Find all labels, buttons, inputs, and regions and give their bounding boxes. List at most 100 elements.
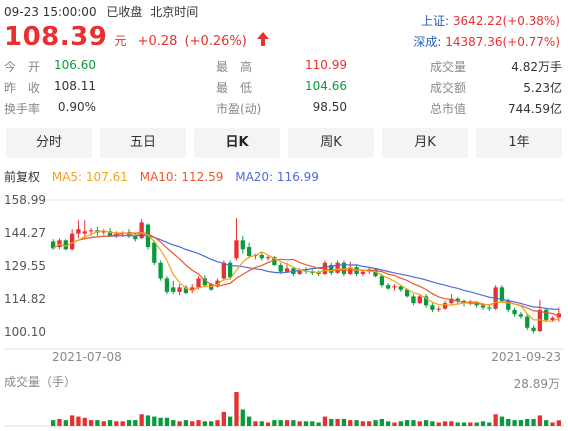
volume-bar bbox=[196, 420, 201, 426]
candle-body bbox=[158, 262, 163, 279]
volume-bar bbox=[341, 418, 347, 426]
volume-bar bbox=[316, 422, 321, 426]
candle-body bbox=[506, 300, 511, 310]
candle-body bbox=[101, 231, 106, 233]
candle-body bbox=[436, 308, 441, 310]
candle-body bbox=[404, 289, 410, 297]
candle-body bbox=[82, 231, 87, 234]
market-status: 已收盘 bbox=[106, 5, 143, 19]
candle-body bbox=[63, 240, 68, 250]
volume-bar bbox=[544, 420, 549, 426]
candle-body bbox=[51, 241, 56, 249]
candle-body bbox=[177, 287, 182, 292]
volume-bar bbox=[202, 421, 208, 426]
volume-bar bbox=[518, 420, 524, 426]
tab-2[interactable]: 日K bbox=[194, 128, 280, 158]
y-tick-label: 158.99 bbox=[4, 193, 46, 207]
volume-bar bbox=[297, 421, 302, 426]
price-line: 108.39 元 +0.28 (+0.26%) bbox=[4, 22, 270, 52]
volume-bar bbox=[63, 420, 68, 426]
candle-body bbox=[373, 269, 378, 277]
volume-bar bbox=[272, 420, 277, 426]
volume-bar bbox=[259, 421, 264, 426]
volume-bar bbox=[493, 414, 498, 426]
candlestick-chart[interactable]: 158.99 144.27 129.55 114.82 100.10 2021-07-08… bbox=[0, 190, 568, 430]
candle-body bbox=[139, 222, 144, 239]
stat-label: 最 低 bbox=[216, 81, 253, 95]
volume-bar bbox=[461, 422, 467, 426]
y-tick-label: 114.82 bbox=[4, 292, 46, 306]
index-shanghai[interactable]: 上证: 3642.22(+0.38%) bbox=[413, 12, 560, 29]
volume-bar bbox=[442, 421, 448, 426]
volume-bar bbox=[101, 421, 106, 426]
volume-bar bbox=[423, 420, 429, 426]
candle-body bbox=[221, 262, 226, 279]
volume-bar bbox=[398, 421, 403, 426]
volume-bar bbox=[531, 418, 536, 426]
volume-bar bbox=[234, 392, 239, 426]
candle-body bbox=[152, 242, 157, 263]
candle-body bbox=[360, 271, 366, 274]
tab-5[interactable]: 1年 bbox=[476, 128, 562, 158]
volume-bar bbox=[303, 421, 309, 426]
tab-4[interactable]: 月K bbox=[382, 128, 468, 158]
candle-body bbox=[265, 257, 271, 259]
volume-bar bbox=[291, 420, 296, 426]
candle-body bbox=[525, 316, 530, 328]
candle-body bbox=[183, 287, 189, 293]
candle-body bbox=[417, 296, 422, 304]
index-shenzhen[interactable]: 深成: 14387.36(+0.77%) bbox=[413, 33, 560, 50]
volume-bar bbox=[512, 420, 517, 426]
volume-bar bbox=[335, 418, 340, 426]
volume-bar bbox=[487, 422, 492, 426]
volume-bar bbox=[158, 417, 163, 426]
ma10-line bbox=[52, 231, 560, 317]
tab-0[interactable]: 分时 bbox=[6, 128, 92, 158]
candle-body bbox=[379, 276, 385, 286]
adjust-mode[interactable]: 前复权 bbox=[4, 170, 41, 184]
volume-bar bbox=[354, 420, 359, 426]
candle-body bbox=[531, 327, 536, 332]
candle-body bbox=[411, 296, 416, 304]
stat-value: 5.23亿 bbox=[523, 81, 562, 95]
index-shanghai-value: 3642.22(+0.38%) bbox=[452, 14, 560, 28]
stat-value: 4.82万手 bbox=[511, 60, 562, 74]
volume-bar bbox=[404, 420, 410, 426]
ma10-value: MA10: 112.59 bbox=[139, 170, 224, 184]
volume-bar bbox=[436, 422, 441, 426]
candle-body bbox=[164, 278, 170, 292]
volume-bar bbox=[348, 420, 353, 426]
candle-body bbox=[69, 233, 75, 250]
tab-1[interactable]: 五日 bbox=[100, 128, 186, 158]
volume-bar bbox=[171, 420, 176, 426]
volume-bar bbox=[57, 418, 62, 426]
arrow-up-icon bbox=[256, 32, 269, 46]
stat-value: 0.90% bbox=[57, 100, 96, 114]
y-tick-label: 100.10 bbox=[4, 325, 46, 339]
volume-bar bbox=[379, 418, 385, 426]
tab-3[interactable]: 周K bbox=[288, 128, 374, 158]
candle-body bbox=[234, 240, 239, 259]
quote-datetime: 09-23 15:00:00 bbox=[4, 5, 97, 19]
candle-body bbox=[455, 298, 460, 301]
stat-label: 成交额 bbox=[430, 81, 467, 95]
volume-bar bbox=[284, 420, 290, 426]
index-shenzhen-value: 14387.36(+0.77%) bbox=[445, 35, 560, 49]
volume-bar bbox=[164, 417, 170, 426]
ma-legend: 前复权 MA5: 107.61 MA10: 112.59 MA20: 116.9… bbox=[4, 168, 319, 185]
volume-bar bbox=[430, 421, 435, 426]
volume-bar bbox=[190, 421, 195, 426]
stat-label: 市盈(动) bbox=[216, 102, 262, 116]
chart-period-tabs: 分时 五日 日K 周K 月K 1年 bbox=[6, 128, 562, 158]
volume-bar bbox=[411, 420, 416, 426]
candle-body bbox=[310, 271, 315, 273]
candle-body bbox=[215, 280, 220, 286]
volume-bar bbox=[246, 416, 252, 426]
stat-value: 104.66 bbox=[305, 79, 347, 93]
volume-bar bbox=[253, 421, 258, 426]
volume-bar bbox=[82, 417, 87, 426]
stat-label: 换手率 bbox=[4, 102, 41, 116]
candle-body bbox=[202, 278, 208, 286]
candle-body bbox=[107, 231, 113, 236]
volume-bar bbox=[265, 422, 271, 426]
